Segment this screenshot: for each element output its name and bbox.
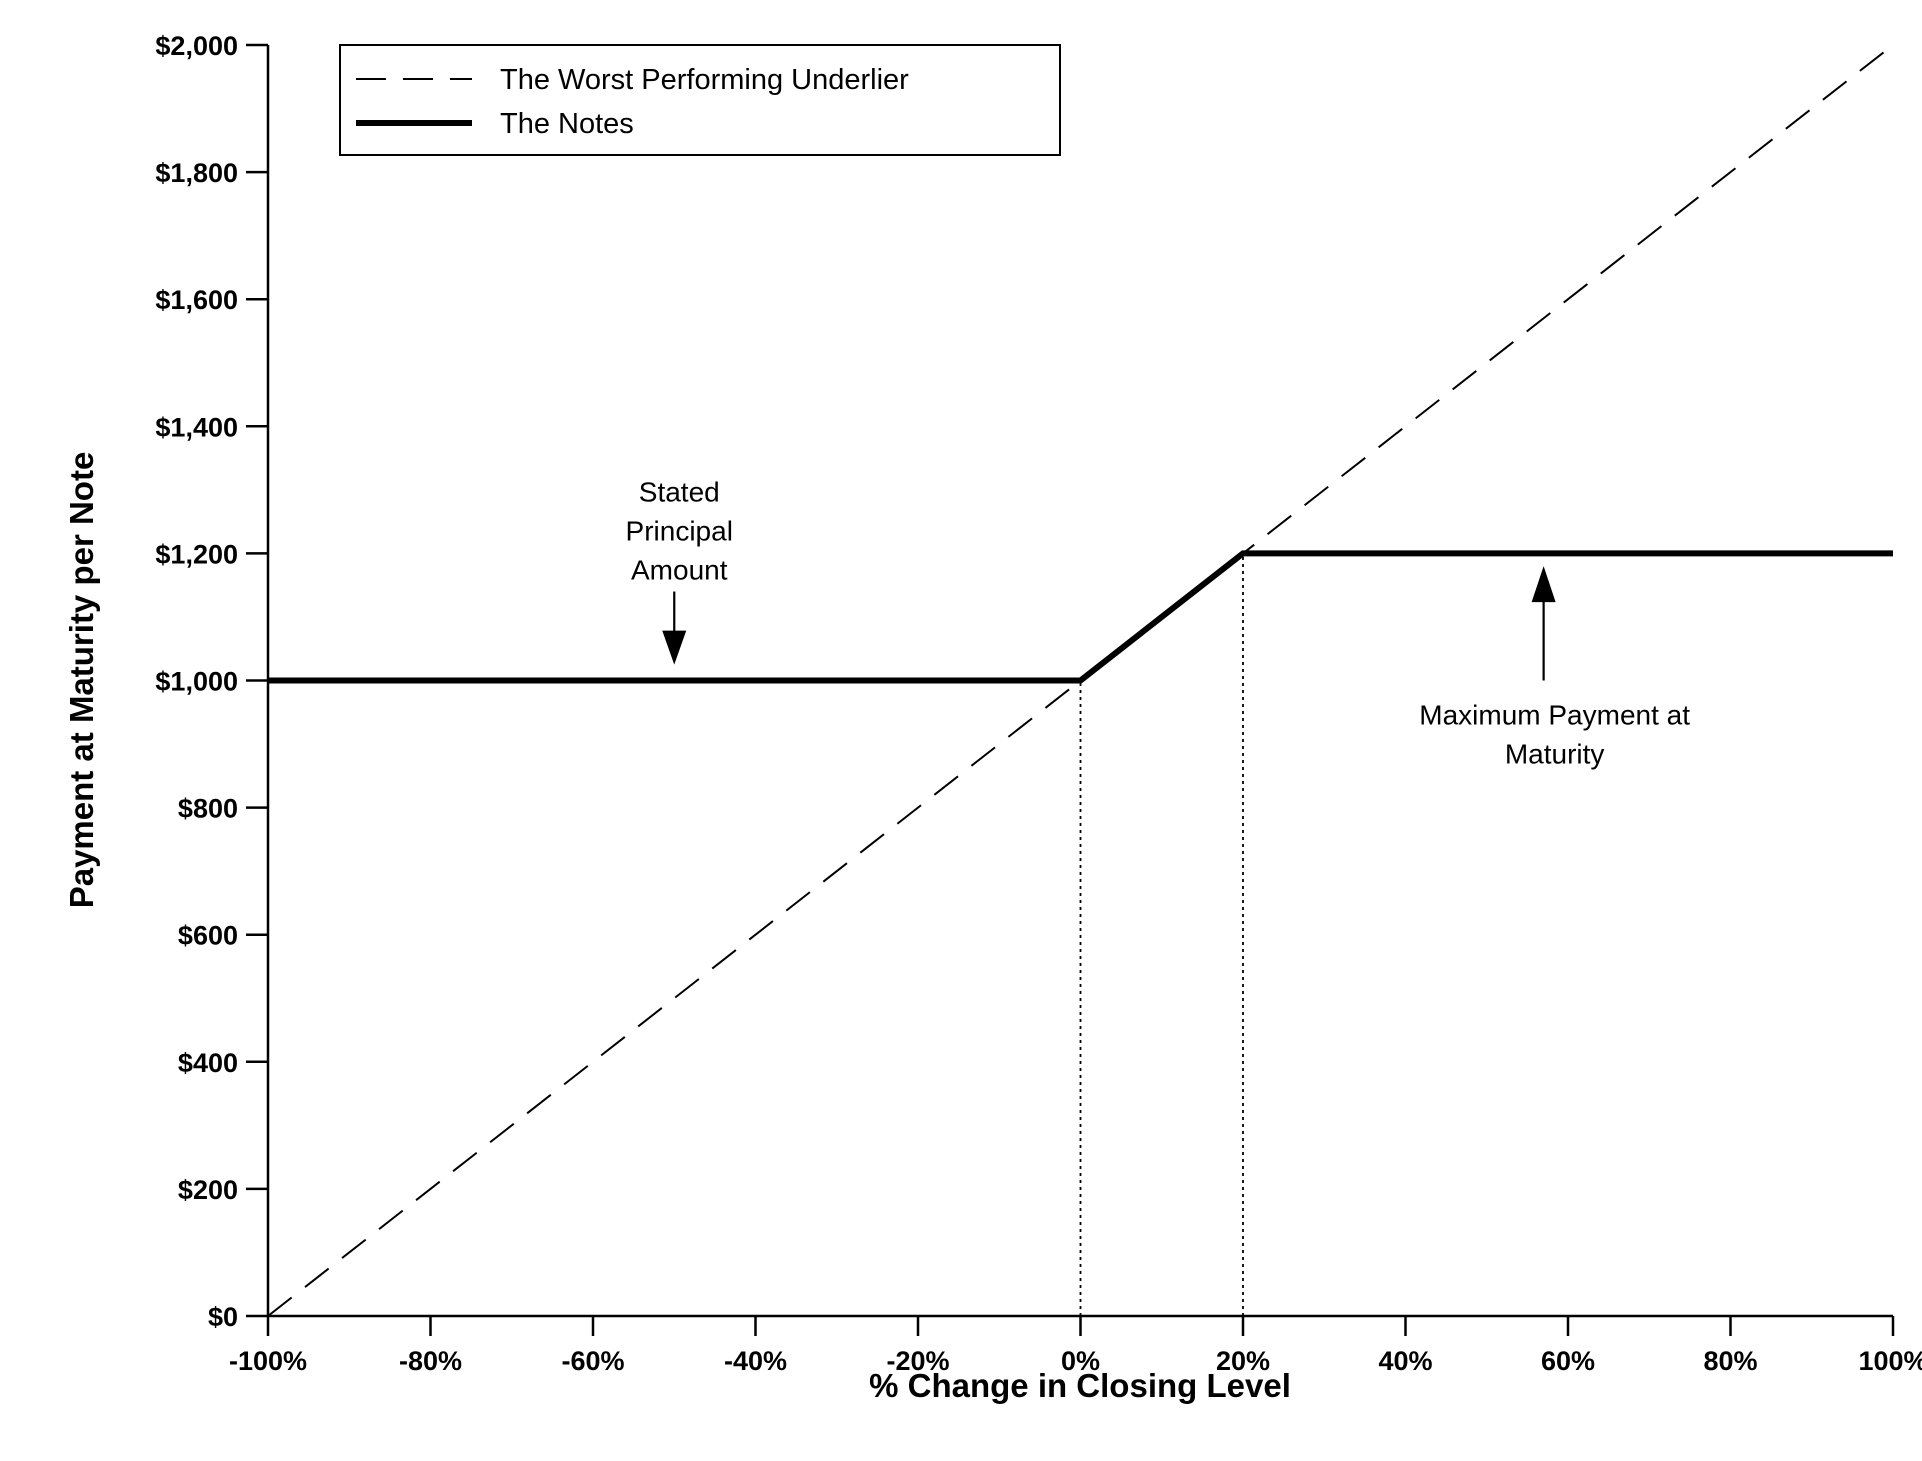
annotation-text: Maturity — [1505, 739, 1605, 770]
annotation-arrow-head — [662, 630, 687, 665]
y-tick-label: $0 — [208, 1302, 238, 1332]
y-tick-label: $1,000 — [155, 667, 238, 697]
x-tick-label: -60% — [561, 1346, 624, 1376]
y-tick-label: $1,200 — [155, 539, 238, 569]
x-tick-label: -40% — [724, 1346, 787, 1376]
y-tick-label: $200 — [178, 1175, 238, 1205]
annotation-2: Maximum Payment at Maturity — [1419, 566, 1690, 770]
x-tick-label: -80% — [399, 1346, 462, 1376]
x-tick-label: 0% — [1061, 1346, 1100, 1376]
y-tick-label: $1,600 — [155, 285, 238, 315]
annotation-text: Maximum Payment at — [1419, 700, 1690, 731]
y-tick-label: $600 — [178, 921, 238, 951]
legend: The Worst Performing Underlier The Notes — [339, 44, 1061, 156]
plot-area — [267, 44, 1894, 1317]
annotation-1: Stated Principal Amount — [626, 477, 733, 665]
axes: $0 $200 $400 $600 $800 $1,000 $1,200 $1,400 $1,6… — [155, 31, 1922, 1376]
series-line-2 — [268, 550, 1893, 684]
x-tick-label: 80% — [1703, 1346, 1757, 1376]
x-tick-label: 60% — [1541, 1346, 1595, 1376]
y-tick-label: $1,800 — [155, 158, 238, 188]
x-axis-title: % Change in Closing Level — [869, 1367, 1291, 1404]
x-tick-label: 100% — [1858, 1346, 1922, 1376]
y-tick-label: $800 — [178, 794, 238, 824]
annotation-text: Principal — [626, 516, 733, 547]
annotation-text: Amount — [631, 555, 728, 586]
y-axis-title: Payment at Maturity per Note — [63, 452, 100, 909]
series-line-1 — [267, 44, 1894, 1317]
legend-label-1: The Worst Performing Underlier — [500, 64, 909, 96]
y-tick-label: $1,400 — [155, 412, 238, 442]
legend-label-2: The Notes — [500, 108, 634, 140]
y-tick-label: $400 — [178, 1048, 238, 1078]
y-tick-label: $2,000 — [155, 31, 238, 61]
x-tick-label: 40% — [1378, 1346, 1432, 1376]
x-tick-label: -100% — [229, 1346, 307, 1376]
x-tick-label: 20% — [1216, 1346, 1270, 1376]
annotation-text: Stated — [639, 477, 720, 508]
legend-box — [339, 44, 1061, 156]
x-tick-label: -20% — [886, 1346, 949, 1376]
annotation-arrow-head — [1531, 566, 1556, 603]
